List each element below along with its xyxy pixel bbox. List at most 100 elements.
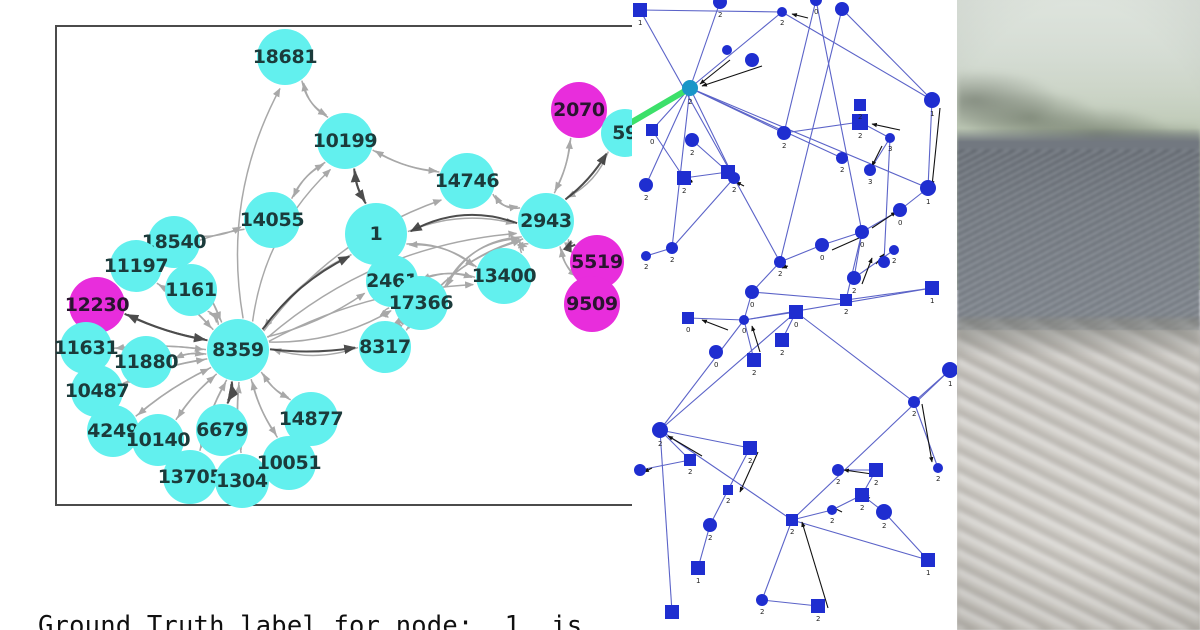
network-arrow (843, 468, 873, 475)
network-node-label: 2 (688, 98, 692, 106)
network-edge (743, 287, 933, 321)
network-node-label: 0 (742, 327, 746, 335)
network-node-circle (713, 0, 727, 9)
graph-edge (268, 310, 392, 343)
network-edge (671, 177, 735, 249)
network-edge (659, 429, 673, 613)
network-edge (783, 121, 861, 134)
network-node-circle (893, 203, 907, 217)
network-node-circle (641, 251, 651, 261)
network-node-label: 2 (688, 468, 692, 476)
graph-node: 11197 (104, 240, 169, 292)
network-node-square (677, 171, 691, 185)
network-node-label: 0 (750, 301, 754, 309)
graph-edge (268, 281, 475, 343)
graph-edge (264, 253, 352, 329)
network-edge (815, 0, 863, 233)
network-graph-svg: 1 2 2 2 2 2 0 2 3 1 2 3 2 0 2 2 2 2 0 0 0 0 1 2 2 2 1 0 0 2 0 2 0 2 2 2 2 2 1 2… (632, 0, 957, 623)
network-node-label: 0 (794, 321, 798, 329)
graph-edge (200, 226, 242, 237)
network-node-label: 2 (718, 11, 722, 19)
network-node-circle (777, 126, 791, 140)
network-node-circle (722, 45, 732, 55)
network-node-square (789, 305, 803, 319)
network-node-label: 2 (682, 187, 686, 195)
photo-panel (957, 0, 1200, 630)
network-node-label: 2 (936, 475, 940, 483)
network-edge (651, 129, 685, 179)
graph-edge (564, 152, 608, 201)
graph-edge (566, 151, 610, 198)
network-arrow (921, 403, 934, 463)
network-node-label: 1 (926, 198, 930, 206)
network-edge (683, 171, 729, 179)
network-node-label: 2 (782, 142, 786, 150)
graph-node: 14877 (279, 392, 344, 446)
graph-edge (175, 375, 216, 421)
network-node-circle (685, 133, 699, 147)
network-edge (761, 599, 819, 607)
network-node-square (684, 454, 696, 466)
graph-node-label: 9509 (566, 292, 618, 315)
network-node-label: 0 (650, 138, 654, 146)
network-node-square (721, 165, 735, 179)
network-edge (927, 99, 933, 189)
network-node-circle (682, 80, 698, 96)
graph-edge (207, 310, 220, 324)
network-edge (689, 87, 735, 179)
network-edge (659, 311, 797, 431)
graph-edge (172, 349, 205, 360)
graph-node: 17366 (389, 276, 454, 330)
network-node-square (665, 605, 679, 619)
network-node-circle (855, 225, 869, 239)
network-edge (781, 11, 933, 101)
network-node-square (852, 114, 868, 130)
network-node-label: 2 (752, 369, 756, 377)
network-arrow (930, 107, 941, 187)
graph-node-label: 11197 (103, 254, 169, 277)
graph-edge (516, 241, 529, 252)
network-node-label: 0 (686, 326, 690, 334)
graph-node-label: 17366 (388, 291, 454, 314)
graph-edge (374, 150, 440, 173)
network-node-circle (885, 133, 895, 143)
network-arrow (667, 435, 703, 457)
network-arrow (871, 145, 883, 167)
graph-node-label: 10487 (64, 379, 130, 402)
graph-node: 6679 (196, 404, 248, 456)
graph-node: 9509 (564, 276, 620, 332)
network-node-square (747, 353, 761, 367)
network-node-circle (815, 238, 829, 252)
graph-node-label: 1161 (165, 278, 217, 301)
network-edge (883, 137, 891, 263)
network-node-circle (745, 53, 759, 67)
network-edge (697, 524, 711, 569)
graph-node-label: 6679 (196, 418, 248, 441)
graph-node: 8317 (359, 321, 411, 373)
network-arrow (791, 13, 809, 19)
network-panel: 1 2 2 2 2 2 0 2 3 1 2 3 2 0 2 2 2 2 0 0 0 0 1 2 2 2 1 0 0 2 0 2 0 2 2 2 2 2 1 2… (632, 0, 957, 630)
network-edge (671, 87, 691, 249)
network-node-square (633, 3, 647, 17)
network-node-label: 1 (638, 19, 642, 27)
network-arrow (751, 325, 761, 353)
network-node-circle (745, 285, 759, 299)
network-node-label: 2 (790, 528, 794, 536)
graph-edge (236, 87, 281, 319)
graph-node-label: 2070 (553, 98, 605, 121)
network-node-label: 2 (882, 522, 886, 530)
network-node-label: 2 (844, 308, 848, 316)
network-node-square (646, 124, 658, 136)
network-node-circle (666, 242, 678, 254)
network-edge (733, 177, 781, 263)
graph-node: 4249 (87, 405, 139, 457)
network-node-label: 0 (820, 254, 824, 262)
graph-node-label: 4249 (87, 419, 139, 442)
graph-node: 10487 (65, 365, 130, 417)
network-node-circle (774, 256, 786, 268)
network-node-label: 0 (860, 241, 864, 249)
graph-edge (124, 312, 206, 343)
graph-node: 14055 (240, 192, 305, 248)
graph-edge (301, 82, 329, 119)
